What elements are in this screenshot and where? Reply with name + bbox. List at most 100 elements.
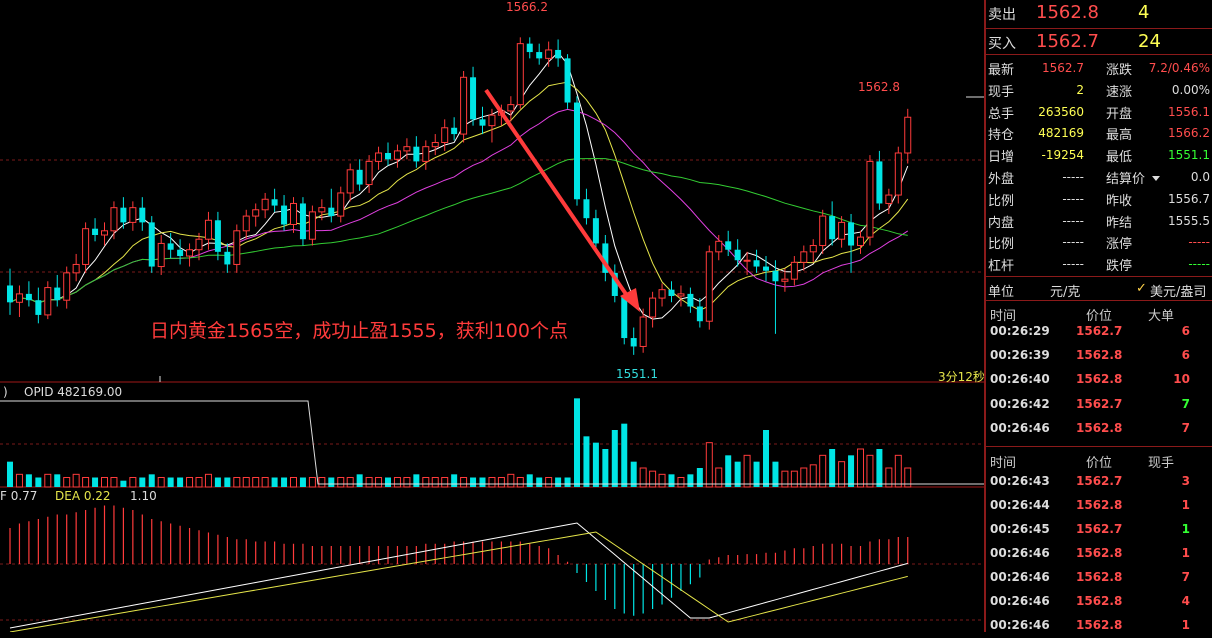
stat-value: 1556.1 [1168,104,1210,119]
volume-bar [328,477,335,487]
candle-body [233,230,241,265]
candle-body [602,243,609,273]
trade-volume: 1 [1181,546,1190,560]
candle-body [763,266,769,271]
candle-body [658,289,666,299]
stat-value: ----- [1062,235,1084,250]
stat-label: 昨结 [1106,215,1133,231]
candle-body [110,207,118,232]
stat-label: 涨停 [1106,237,1133,253]
big-orders-header: 时间 价位 大单 [986,302,1212,324]
candle-body [186,249,194,257]
candlestick-chart[interactable] [0,0,985,632]
stat-row: 现手 2 速涨 0.00% [986,78,1212,100]
trade-price: 1562.7 [1076,522,1123,536]
candle-body [204,219,212,240]
stat-label: 最新 [988,63,1015,78]
candle-body [441,127,449,143]
currency-value[interactable]: 美元/盎司 [1150,285,1207,300]
volume-bar [281,477,288,487]
volume-bar [403,477,411,488]
stat-value: ----- [1188,235,1210,250]
volume-bar [639,467,647,488]
trade-time: 00:26:46 [990,420,1050,435]
trade-price: 1562.7 [1076,396,1123,411]
trade-row: 00:26:45 1562.7 1 [986,518,1212,542]
volume-bar [318,477,326,488]
candle-body [790,261,798,280]
trade-row: 00:26:46 1562.8 1 [986,614,1212,638]
candle-body [800,251,808,263]
stat-value: 482169 [1038,126,1084,141]
volume-bar [101,477,108,488]
volume-bar [204,473,212,488]
candle-body [44,287,52,316]
stat-value: 0.00% [1171,82,1210,97]
stat-label: 比例 [988,193,1015,209]
stat-value: ----- [1062,213,1084,228]
candle-body [564,58,571,103]
volume-bar [526,474,533,487]
stat-value: -19254 [1041,148,1084,163]
trade-time: 00:26:43 [990,474,1050,488]
trade-price: 1562.8 [1076,348,1123,363]
candle-body [7,285,13,303]
candle-body [82,228,90,265]
candle-body [705,251,713,322]
stat-label: 日增 [988,150,1015,166]
stat-value: ----- [1062,170,1084,184]
trade-time: 00:26:45 [990,522,1050,536]
candle-body [290,202,297,225]
volume-bar [545,477,553,488]
stat-row: 比例 ----- 涨停 ----- [986,230,1212,252]
arrow-head-icon [620,288,640,312]
volume-bar [555,477,562,487]
volume-bar [375,477,383,488]
candle-body [866,160,874,238]
volume-bar [611,430,618,487]
volume-bar [35,477,42,487]
chart-area[interactable]: 日内黄金1565空，成功止盈1555，获利100个点 1566.2 1551.1… [0,0,985,632]
header-price: 价位 [1086,309,1113,324]
dropdown-arrow-icon[interactable] [1152,176,1160,181]
trade-row: 00:26:46 1562.8 7 [986,417,1212,441]
volume-bar [630,461,637,487]
trade-volume: 4 [1181,594,1190,608]
stat-label: 昨收 [1106,193,1133,209]
recent-high-label: 1562.8 [858,80,900,94]
trade-time: 00:26:44 [990,498,1050,512]
volume-bar [195,477,203,488]
stat-label: 最高 [1106,128,1133,144]
unit-value[interactable]: 元/克 [1050,285,1081,300]
candle-body [365,160,373,186]
candle-body [781,278,789,282]
trade-price: 1562.8 [1076,372,1123,387]
volume-bar [734,461,741,487]
stat-value: 1566.2 [1168,126,1210,141]
candle-body [894,152,902,196]
stat-label: 比例 [988,237,1015,253]
header-price: 价位 [1086,456,1113,471]
volume-bar [224,477,231,487]
stat-value: 1562.7 [1042,61,1084,75]
stat-value: 2 [1076,82,1084,97]
stat-label: 内盘 [988,215,1015,231]
candle-body [308,211,316,240]
header-time: 时间 [990,309,1017,324]
volume-bar [139,477,146,487]
candle-body [848,222,855,246]
stat-value: ----- [1062,257,1084,272]
volume-bar [838,461,846,488]
trade-price: 1562.8 [1076,570,1123,584]
panel-divider [984,0,986,632]
check-icon[interactable]: ✓ [1136,281,1147,296]
candle-body [35,300,42,315]
header-time: 时间 [990,456,1017,471]
volume-bar [110,477,118,488]
candle-body [715,240,723,253]
stat-row: 杠杆 ----- 跌停 ----- [986,252,1212,274]
volume-bar [602,449,609,487]
candle-body [545,49,553,59]
candle-body [214,220,221,252]
opid-label: OPID 482169.00 [24,385,123,399]
